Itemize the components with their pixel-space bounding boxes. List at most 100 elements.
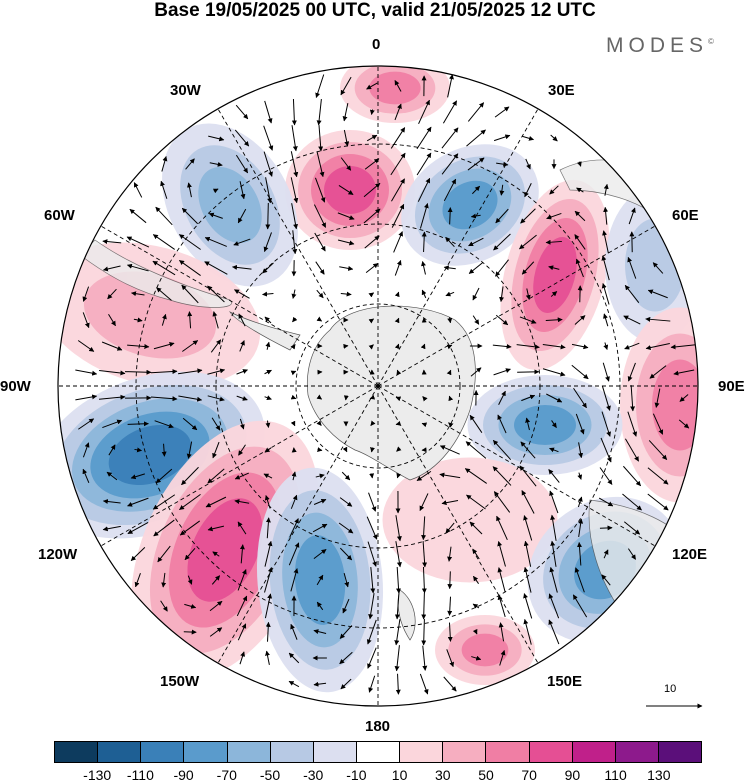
- wind-arrow: [157, 545, 171, 563]
- wind-arrow: [519, 234, 537, 250]
- wind-arrow: [238, 444, 246, 456]
- wind-arrow: [498, 390, 506, 405]
- wind-arrow: [130, 473, 145, 480]
- lon-label-0: 0: [372, 36, 381, 53]
- wind-arrow: [339, 265, 354, 271]
- wind-arrow: [186, 441, 193, 459]
- lon-label-90w: 90W: [0, 378, 31, 395]
- wind-arrow: [396, 369, 402, 376]
- wind-arrow: [99, 394, 126, 400]
- wind-arrow: [468, 262, 484, 274]
- reference-vector-label: 10: [664, 683, 677, 695]
- wind-arrow: [82, 442, 90, 458]
- colorbar-swatch: [400, 742, 444, 762]
- wind-arrow: [623, 521, 641, 535]
- wind-arrow: [133, 182, 143, 198]
- wind-arrow: [237, 521, 247, 535]
- map-title: Base 19/05/2025 00 UTC, valid 21/05/2025…: [154, 0, 596, 21]
- colorbar-swatch: [658, 742, 702, 762]
- wind-arrow: [472, 185, 480, 195]
- wind-arrow: [576, 187, 584, 193]
- wind-arrow: [315, 261, 325, 275]
- wind-arrow: [678, 419, 690, 429]
- wind-arrow: [263, 232, 272, 252]
- wind-arrow: [313, 681, 327, 687]
- wind-arrow: [623, 465, 641, 487]
- wind-arrow: [187, 575, 193, 585]
- anomaly-contour: [369, 71, 421, 105]
- map-border: [57, 65, 699, 707]
- wind-arrow: [525, 158, 531, 170]
- wind-arrow: [447, 622, 453, 642]
- wind-arrow: [603, 206, 609, 225]
- wind-arrow: [574, 234, 586, 250]
- colorbar-swatch: [486, 742, 530, 762]
- lon-label-30w: 30W: [170, 82, 201, 99]
- anomaly-contour: [652, 359, 698, 451]
- wind-arrow: [578, 442, 584, 459]
- wind-arrow: [447, 207, 453, 225]
- wind-arrow: [395, 420, 402, 426]
- wind-arrow: [421, 592, 427, 620]
- wind-arrow: [422, 645, 428, 671]
- wind-arrow: [573, 387, 587, 409]
- wind-arrow: [520, 441, 536, 459]
- wind-arrow: [161, 313, 167, 326]
- wind-arrow: [178, 395, 203, 402]
- wind-arrow: [292, 316, 298, 323]
- wind-arrow: [211, 417, 221, 431]
- wind-arrow: [647, 289, 668, 299]
- lon-label-150e: 150E: [547, 673, 583, 690]
- wind-arrow: [290, 420, 296, 427]
- wind-arrow: [603, 183, 609, 196]
- wind-arrow: [154, 420, 174, 429]
- wind-arrow: [420, 343, 426, 350]
- wind-arrow: [370, 567, 376, 594]
- wind-arrow: [182, 340, 199, 352]
- wind-arrow: [129, 208, 147, 224]
- colorbar-swatch: [443, 742, 487, 762]
- wind-arrow: [497, 594, 506, 618]
- wind-arrow: [497, 540, 506, 567]
- wind-arrow: [288, 542, 300, 566]
- wind-arrow: [652, 413, 664, 435]
- wind-arrow: [102, 239, 122, 245]
- wind-arrow: [439, 472, 461, 479]
- wind-arrow: [342, 598, 350, 614]
- wind-arrow: [181, 284, 199, 304]
- modes-logo: MODES©: [606, 34, 714, 57]
- wind-arrow: [493, 233, 511, 251]
- wind-arrow: [394, 259, 402, 276]
- wind-arrow: [492, 439, 512, 461]
- wind-arrow: [343, 395, 349, 401]
- anomaly-contour: [461, 633, 509, 667]
- wind-arrow: [178, 368, 203, 375]
- wind-arrow: [523, 515, 533, 541]
- wind-arrow: [447, 317, 453, 324]
- wind-arrow: [578, 518, 584, 538]
- wind-arrow: [264, 593, 273, 619]
- wind-arrow: [187, 311, 193, 329]
- wind-arrow: [548, 265, 560, 271]
- wind-arrow: [237, 569, 247, 591]
- wind-arrow: [107, 288, 117, 300]
- wind-arrow: [447, 546, 453, 562]
- wind-arrow: [441, 127, 459, 149]
- wind-arrow: [234, 472, 249, 480]
- wind-arrow: [288, 652, 300, 664]
- lon-label-150w: 150W: [160, 673, 200, 690]
- wind-arrow: [234, 129, 250, 147]
- wind-arrow: [575, 258, 584, 278]
- wind-arrow: [78, 418, 95, 430]
- wind-arrow: [493, 491, 511, 513]
- wind-arrow: [288, 680, 300, 688]
- wind-arrow: [517, 369, 540, 375]
- wind-arrow: [599, 525, 613, 531]
- wind-arrow: [575, 413, 585, 435]
- wind-arrow: [363, 182, 381, 198]
- wind-arrow: [497, 414, 507, 434]
- wind-arrow: [366, 619, 377, 645]
- wind-arrow: [151, 396, 178, 402]
- wind-arrow: [628, 207, 636, 225]
- wind-arrow: [446, 649, 455, 668]
